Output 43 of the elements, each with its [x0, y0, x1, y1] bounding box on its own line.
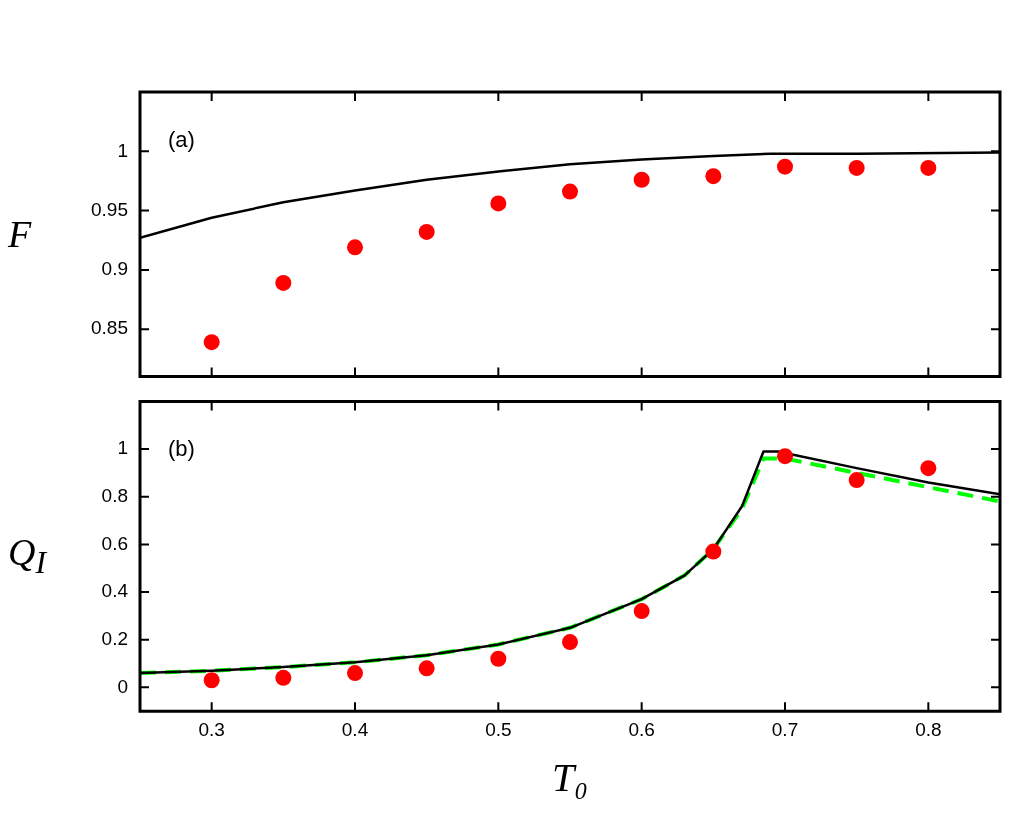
y-tick-label: 0.8 — [101, 484, 128, 506]
point — [490, 650, 507, 667]
y-axis-title: Q$_{I}$ — [8, 531, 46, 581]
x-tick-label: 0.6 — [628, 718, 655, 740]
y-tick-label: 0.2 — [101, 627, 128, 649]
point — [562, 183, 578, 200]
point — [848, 159, 865, 176]
point — [275, 669, 292, 686]
y-tick-label: 0 — [117, 675, 128, 697]
y-tick-label: 1 — [117, 139, 128, 161]
x-tick-label: 0.8 — [915, 718, 942, 740]
point — [562, 634, 578, 651]
x-tick-label: 0.4 — [341, 718, 369, 740]
x-tick-label: 0.5 — [485, 718, 512, 740]
point — [848, 472, 865, 489]
y-tick-label: 0.6 — [101, 532, 128, 554]
point — [920, 159, 937, 176]
point — [490, 195, 507, 212]
point — [705, 543, 722, 560]
x-tick-label: 0.7 — [771, 718, 799, 740]
point — [633, 171, 650, 188]
y-tick-label: 1 — [117, 437, 128, 459]
point — [920, 460, 937, 477]
point — [777, 158, 793, 175]
y-tick-label: 0.9 — [101, 258, 128, 280]
y-tick-label: 0.85 — [91, 317, 128, 339]
y-tick-label: 0.95 — [91, 198, 128, 220]
y-axis-title: F — [8, 213, 32, 256]
point — [418, 660, 435, 677]
point — [418, 223, 435, 240]
point — [203, 672, 220, 689]
point — [633, 603, 650, 620]
point — [705, 168, 722, 185]
x-tick-label: 0.3 — [198, 718, 225, 740]
annotation: (b) — [168, 436, 195, 462]
point — [347, 239, 363, 256]
y-tick-label: 0.4 — [101, 580, 129, 602]
point — [777, 448, 793, 465]
point — [203, 334, 220, 351]
point — [275, 274, 292, 291]
point — [347, 665, 363, 682]
x-axis-title: T₀ — [551, 754, 589, 800]
annotation: (a) — [168, 127, 195, 153]
